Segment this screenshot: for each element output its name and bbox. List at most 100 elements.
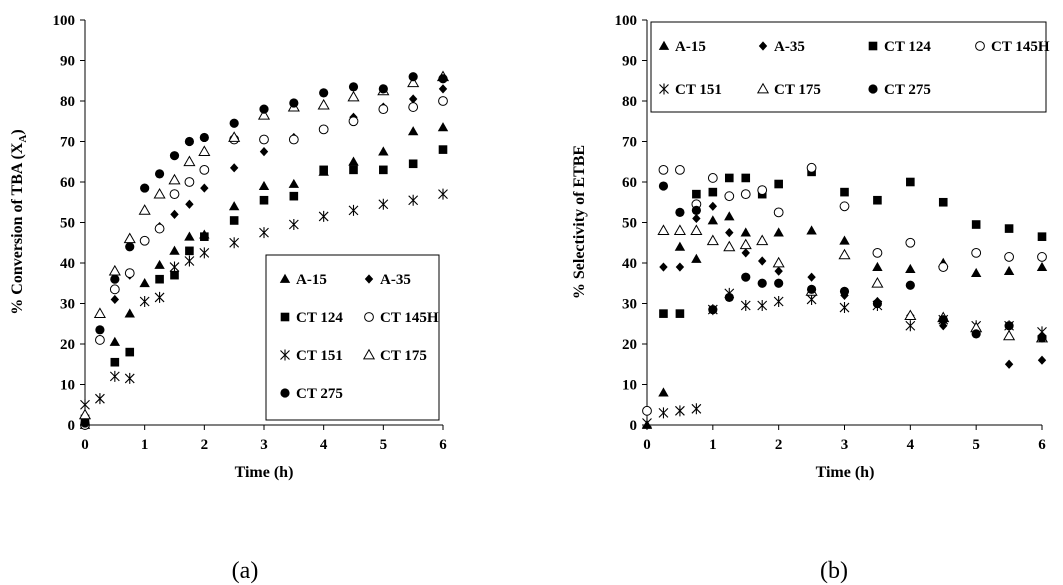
data-point — [724, 191, 735, 202]
data-point — [905, 263, 916, 273]
data-point — [938, 197, 948, 207]
data-point — [259, 104, 269, 114]
data-point — [757, 185, 768, 196]
data-point — [110, 357, 120, 367]
data-point — [259, 134, 269, 145]
legend-marker — [868, 84, 878, 94]
data-point — [124, 372, 135, 384]
series-a-15 — [641, 211, 1048, 429]
data-point — [348, 204, 359, 216]
y-axis-title: % Conversion of TBA (XA) — [9, 129, 29, 314]
data-point — [438, 96, 448, 106]
data-point — [692, 189, 701, 199]
legend-label: CT 175 — [380, 348, 427, 364]
data-point — [199, 247, 210, 259]
data-point — [437, 122, 449, 132]
data-point — [184, 231, 195, 241]
legend-item: CT 145H — [975, 39, 1050, 55]
chart-panel-a: 0 10 20 30 40 50 60 70 80 90 100 0 1 2 3 4 5 6 Time (h) % C… — [9, 13, 450, 584]
legend-marker — [756, 82, 770, 94]
series-ct-275 — [80, 72, 448, 428]
legend-item: CT 275 — [868, 82, 931, 98]
x-axis-title: Time (h) — [235, 464, 294, 481]
data-point — [154, 259, 165, 269]
y-tick-label: 20 — [60, 337, 75, 353]
data-point — [199, 164, 210, 175]
y-tick-label: 100 — [53, 13, 76, 29]
data-point — [93, 307, 106, 319]
y-tick-label: 80 — [60, 94, 75, 110]
data-point — [1004, 252, 1014, 262]
data-point — [708, 201, 718, 211]
y-axis-title-end: ) — [9, 129, 26, 134]
data-point — [773, 227, 784, 237]
data-point — [348, 156, 359, 166]
data-point — [183, 155, 196, 167]
legend-item: CT 145H — [364, 310, 439, 326]
data-point — [257, 108, 271, 120]
legend-marker — [364, 312, 374, 322]
data-point — [658, 387, 669, 397]
x-tick-label: 4 — [907, 437, 915, 453]
data-point — [1004, 224, 1014, 233]
data-point — [95, 335, 105, 345]
data-point — [905, 237, 916, 248]
legend-marker — [279, 273, 291, 283]
data-point — [124, 308, 135, 318]
data-point — [938, 315, 948, 325]
data-point — [259, 195, 269, 205]
data-point — [139, 295, 150, 307]
chart-panel-b: 0 10 20 30 40 50 60 70 80 90 100 0 1 2 3 4 5 6 Time (h) % S… — [571, 13, 1050, 584]
y-tick-label: 40 — [622, 256, 637, 272]
data-point — [806, 284, 817, 294]
x-tick-label: 5 — [380, 437, 388, 453]
legend-item: A-35 — [364, 272, 411, 288]
data-point — [169, 261, 180, 273]
x-axis-title: Time (h) — [816, 464, 875, 481]
legend-marker — [364, 274, 374, 284]
data-point — [289, 191, 299, 201]
data-point — [707, 215, 719, 225]
data-point — [1003, 265, 1015, 275]
data-point — [971, 329, 981, 339]
data-point — [347, 90, 360, 102]
data-point — [642, 405, 652, 416]
data-point — [708, 187, 718, 197]
data-point — [153, 187, 166, 199]
data-point — [673, 224, 686, 235]
legend-item: CT 175 — [756, 82, 821, 98]
data-point — [659, 309, 668, 318]
data-point — [807, 272, 816, 282]
data-point — [971, 220, 981, 229]
data-point — [318, 210, 329, 222]
series-ct-151 — [80, 188, 448, 411]
legend-marker — [975, 41, 985, 51]
data-point — [438, 188, 448, 200]
legend-box — [650, 21, 1047, 113]
data-point — [319, 88, 329, 98]
data-point — [378, 84, 388, 94]
data-point — [169, 151, 180, 161]
data-point — [408, 102, 419, 112]
data-point — [905, 280, 915, 290]
x-tick-label: 1 — [141, 437, 149, 453]
data-point — [139, 278, 150, 288]
legend-marker — [659, 83, 669, 95]
data-point — [378, 104, 389, 114]
data-point — [408, 159, 418, 169]
data-point — [200, 183, 209, 193]
data-point — [708, 304, 718, 315]
data-point — [724, 173, 734, 183]
data-point — [378, 198, 389, 210]
data-point — [185, 246, 194, 256]
data-point — [839, 302, 850, 314]
y-tick-label: 30 — [622, 297, 637, 313]
data-point — [658, 407, 669, 419]
data-point — [642, 417, 652, 429]
data-point — [124, 268, 135, 279]
data-point — [138, 204, 151, 215]
legend-label: CT 151 — [296, 348, 343, 364]
data-point — [407, 76, 420, 88]
data-point — [773, 207, 784, 218]
